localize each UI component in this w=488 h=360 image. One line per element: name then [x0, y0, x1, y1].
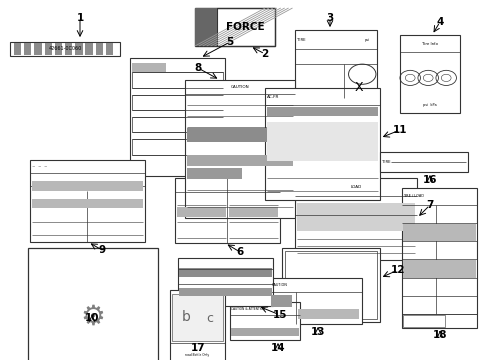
Text: FORCE: FORCE [225, 22, 264, 32]
Bar [282, 248, 379, 322]
Bar [285, 251, 376, 319]
Bar [399, 35, 459, 113]
Bar [96, 43, 103, 55]
Bar [32, 199, 142, 208]
Bar [267, 107, 377, 116]
Bar [132, 95, 222, 110]
Bar [106, 43, 113, 55]
Text: 4: 4 [435, 17, 443, 27]
Bar [175, 178, 280, 243]
Text: 42661-0C060: 42661-0C060 [48, 46, 81, 51]
Bar [75, 43, 82, 55]
Text: 10: 10 [84, 313, 99, 323]
Bar [65, 43, 72, 55]
Bar [55, 43, 62, 55]
Bar [44, 43, 52, 55]
Bar [179, 288, 271, 296]
Bar [132, 139, 222, 155]
Bar [187, 168, 242, 179]
Text: psi: psi [364, 37, 369, 41]
Bar [195, 8, 217, 46]
Text: TIRE: TIRE [381, 160, 390, 164]
Text: 18: 18 [432, 330, 447, 340]
Bar [172, 294, 222, 341]
Bar [178, 258, 272, 306]
Text: TIRE / LOAD: TIRE / LOAD [403, 194, 424, 198]
Bar [130, 58, 224, 176]
Text: 8: 8 [194, 63, 201, 73]
Bar [231, 328, 298, 336]
Bar [379, 152, 467, 172]
Text: 12: 12 [390, 265, 405, 275]
Text: psi  kPa: psi kPa [422, 103, 436, 107]
Bar [177, 207, 225, 217]
Text: LOAD: LOAD [350, 185, 361, 189]
Text: 16: 16 [422, 175, 436, 185]
Text: road-Bottle Only: road-Bottle Only [185, 352, 209, 357]
Bar [34, 43, 41, 55]
Text: CAUTION: CAUTION [230, 85, 249, 89]
Text: 2: 2 [261, 49, 268, 59]
Bar [229, 207, 278, 217]
Bar [297, 309, 359, 319]
Bar [32, 181, 142, 191]
Bar [132, 117, 222, 132]
Text: 15: 15 [272, 310, 286, 320]
Bar [401, 188, 476, 328]
Text: 6: 6 [236, 247, 243, 257]
Text: b: b [182, 310, 190, 324]
Text: ~  ~  ~: ~ ~ ~ [32, 165, 48, 168]
Bar [184, 80, 294, 218]
Text: TIRE: TIRE [297, 37, 305, 41]
Bar [28, 248, 158, 360]
Text: 11: 11 [392, 125, 407, 135]
Text: CAUTION & ATTENTION: CAUTION & ATTENTION [231, 307, 265, 311]
Bar [14, 43, 21, 55]
Bar [30, 160, 145, 242]
Text: 13: 13 [310, 327, 325, 337]
Bar [267, 122, 377, 161]
Text: 7: 7 [426, 200, 433, 210]
Bar [403, 260, 474, 278]
Bar [187, 128, 292, 142]
Bar [10, 42, 120, 56]
Bar [403, 224, 474, 241]
Text: ⚙: ⚙ [81, 303, 105, 331]
Bar [271, 294, 291, 306]
Bar [170, 290, 224, 360]
Bar [132, 72, 222, 87]
Bar [294, 178, 416, 260]
Text: 3: 3 [325, 13, 333, 23]
Bar [217, 8, 274, 46]
Bar [179, 267, 271, 277]
Text: 17: 17 [190, 343, 205, 353]
Text: 1: 1 [76, 13, 83, 23]
Bar [297, 203, 414, 231]
Bar [85, 43, 93, 55]
Text: 5: 5 [226, 37, 233, 47]
Bar [403, 315, 444, 327]
Text: c: c [205, 312, 213, 325]
Text: X: X [354, 81, 363, 94]
Text: CAUTION: CAUTION [271, 283, 287, 287]
Text: AC-FR: AC-FR [267, 95, 279, 99]
Text: Tire Info: Tire Info [421, 41, 437, 46]
Text: 14: 14 [270, 343, 285, 353]
Bar [264, 88, 379, 200]
Bar [269, 278, 361, 324]
Text: 9: 9 [98, 245, 105, 255]
Bar [195, 8, 274, 46]
Bar [229, 302, 299, 340]
Bar [294, 30, 376, 98]
Bar [132, 63, 165, 72]
Bar [187, 154, 292, 166]
Bar [24, 43, 31, 55]
